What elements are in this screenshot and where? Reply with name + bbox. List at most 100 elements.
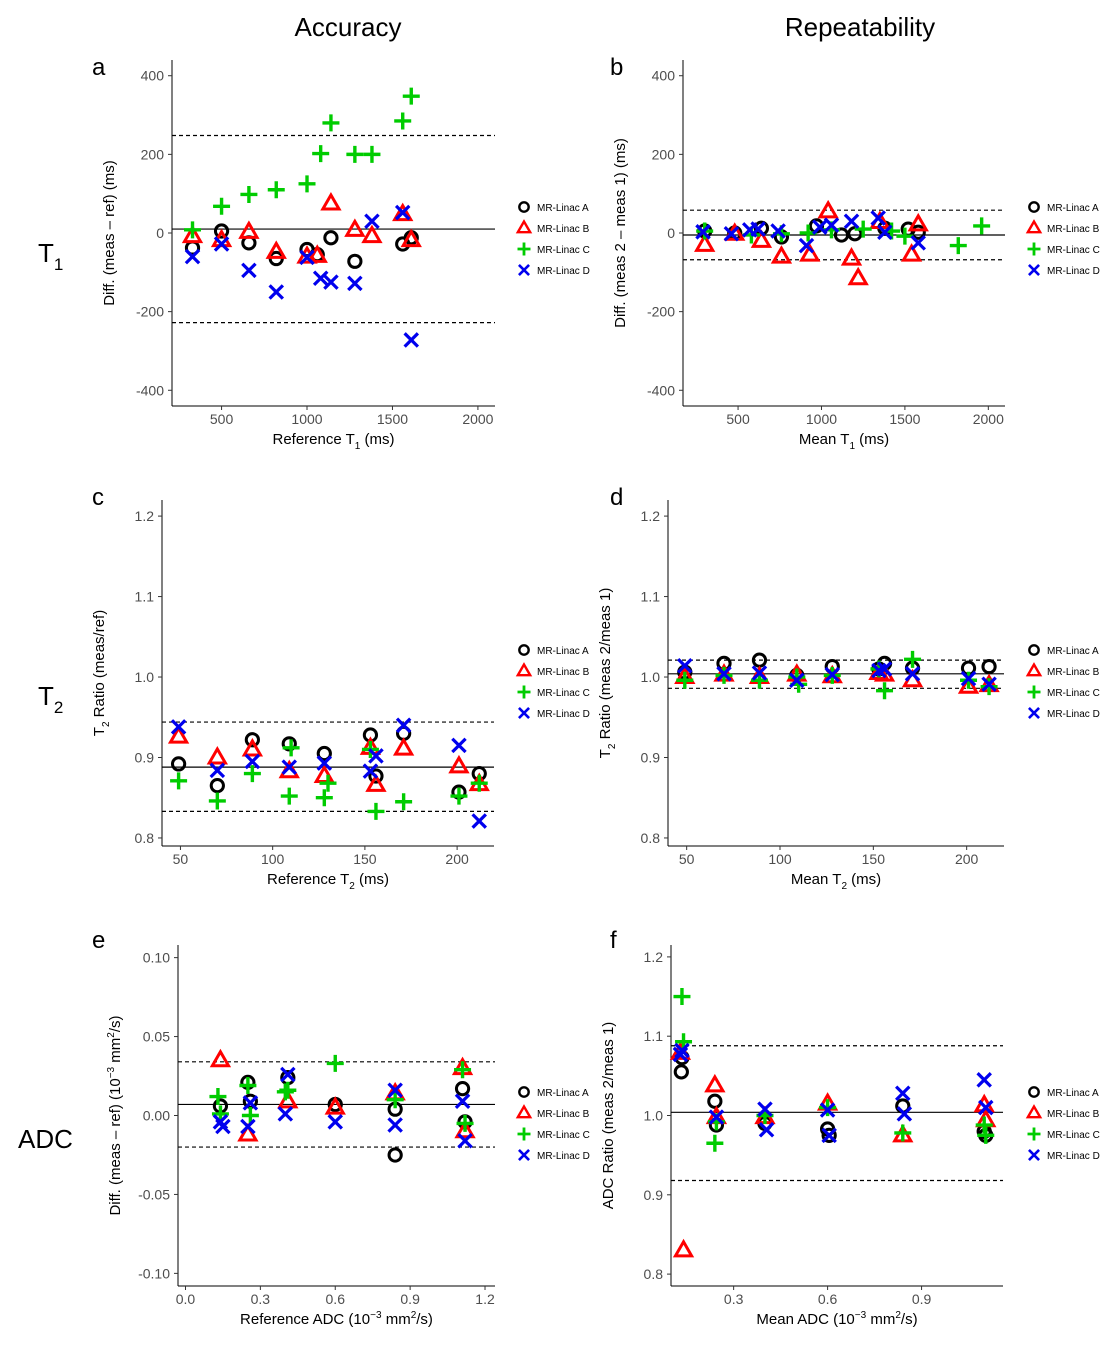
data-point (980, 678, 998, 696)
x-axis-label: Mean T1 (ms) (799, 431, 889, 452)
data-point (981, 676, 997, 693)
data-point (242, 1095, 259, 1111)
data-point (362, 763, 379, 779)
data-point (280, 787, 298, 805)
y-tick-label: 0.8 (644, 1266, 664, 1282)
data-point (706, 1134, 724, 1152)
x-axis-label: Mean T2 (ms) (791, 871, 881, 892)
panel-letter-a: a (92, 54, 106, 81)
y-tick-label: 200 (652, 146, 676, 162)
legend-marker (518, 1149, 530, 1161)
data-point (876, 661, 893, 677)
legend-label: MR-Linac B (537, 1109, 590, 1120)
data-point (268, 284, 285, 300)
legend-marker (1027, 242, 1041, 256)
data-point (876, 682, 894, 700)
legend-label: MR-Linac D (537, 266, 590, 277)
data-point (823, 217, 840, 233)
data-point (209, 1088, 227, 1106)
data-point (877, 224, 893, 240)
data-point (323, 230, 339, 246)
data-point (206, 745, 229, 765)
legend-marker (517, 685, 531, 699)
data-point (402, 87, 420, 105)
data-point (208, 792, 226, 810)
data-point (346, 145, 364, 163)
data-point (347, 253, 363, 269)
data-point (279, 1081, 297, 1099)
x-tick-label: 100 (261, 851, 285, 867)
legend-marker (1028, 1149, 1040, 1161)
y-tick-label: 1.2 (135, 508, 155, 524)
series-mr-linac-d (184, 204, 420, 348)
x-tick-label: 150 (862, 851, 886, 867)
legend-label: MR-Linac B (537, 224, 590, 235)
legend-marker (1028, 707, 1040, 719)
x-tick-label: 200 (955, 851, 979, 867)
data-point (895, 1085, 911, 1102)
data-point (299, 249, 315, 266)
series-mr-linac-d (695, 210, 927, 254)
y-axis-label: T2 Ratio (meas/ref) (91, 610, 112, 736)
legend-label: MR-Linac B (1047, 667, 1100, 678)
legend: MR-Linac A MR-Linac B MR-Linac C MR-Linac D (515, 1086, 590, 1162)
x-tick-label: 0.3 (724, 1291, 744, 1307)
data-point (368, 768, 384, 784)
data-point (213, 223, 230, 239)
legend-marker (518, 644, 530, 656)
legend-marker (518, 264, 530, 276)
data-point (707, 1093, 723, 1109)
legend-label: MR-Linac D (1047, 266, 1100, 277)
data-point (243, 765, 261, 783)
legend-label: MR-Linac C (1047, 1130, 1100, 1141)
legend-label: MR-Linac C (1047, 245, 1100, 256)
legend: MR-Linac A MR-Linac B MR-Linac C MR-Linac D (1025, 201, 1100, 277)
y-axis-label: Diff. (meas 2 – meas 1) (ms) (612, 138, 629, 328)
legend-marker (1028, 201, 1040, 213)
data-point (277, 1106, 294, 1122)
data-point (451, 737, 467, 754)
legend: MR-Linac A MR-Linac B MR-Linac C MR-Linac D (515, 644, 590, 720)
y-tick-label: -0.10 (138, 1265, 170, 1281)
data-point (704, 1073, 726, 1093)
series-mr-linac-a (673, 1049, 994, 1143)
x-tick-label: 50 (173, 851, 189, 867)
data-point (364, 213, 380, 229)
legend-marker (1025, 219, 1043, 234)
data-point (957, 675, 980, 694)
legend-label: MR-Linac C (537, 245, 590, 256)
data-point (327, 1114, 344, 1130)
data-point (306, 244, 328, 263)
legend-label: MR-Linac D (537, 1151, 590, 1162)
y-tick-label: -200 (136, 304, 164, 320)
data-point (387, 1147, 403, 1163)
data-point (326, 1054, 344, 1072)
data-point (450, 787, 468, 805)
legend-marker (515, 1104, 533, 1119)
data-point (847, 266, 869, 286)
y-tick-label: 1.1 (644, 1028, 664, 1044)
series-mr-linac-b (181, 192, 422, 264)
legend-marker (1025, 1104, 1043, 1119)
y-tick-label: 0.8 (641, 830, 661, 846)
data-point (817, 199, 839, 219)
data-point (907, 212, 929, 232)
data-point (170, 756, 187, 772)
legend-label: MR-Linac A (1047, 1088, 1099, 1099)
data-point (363, 145, 381, 163)
row-title-t2: T2 (38, 681, 63, 717)
data-point (448, 754, 470, 774)
legend-marker (1028, 1086, 1040, 1098)
series-mr-linac-d (170, 717, 488, 829)
data-point (673, 988, 691, 1006)
data-point (694, 233, 716, 252)
data-point (723, 226, 740, 242)
legend-label: MR-Linac B (1047, 1109, 1100, 1120)
y-tick-label: 0.9 (644, 1187, 664, 1203)
y-tick-label: 400 (141, 68, 165, 84)
series-mr-linac-b (694, 199, 929, 286)
y-tick-label: 1.2 (641, 508, 661, 524)
legend-marker (1025, 662, 1043, 677)
data-point (213, 197, 231, 215)
data-point (184, 221, 202, 239)
